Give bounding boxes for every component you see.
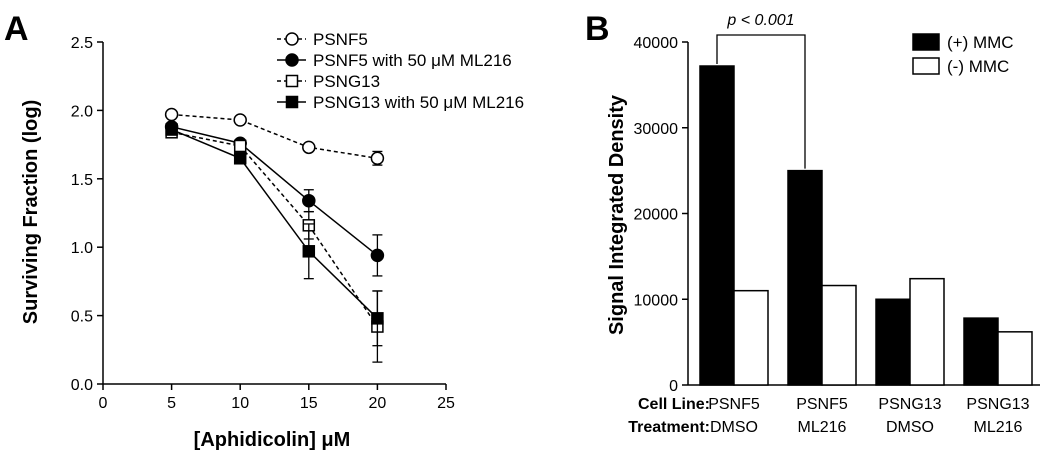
panel-label-b: B (585, 10, 610, 48)
bar-group (963, 317, 1033, 386)
y-axis-title: Surviving Fraction (log) (20, 100, 42, 324)
legend-label: PSNF5 (313, 30, 368, 49)
category-cell-line: PSNF5 (796, 396, 848, 413)
y-tick-label: 1.0 (71, 240, 93, 257)
legend-label: (-) MMC (947, 57, 1009, 76)
data-point (302, 245, 316, 258)
data-point (233, 139, 247, 153)
significance-bracket (716, 34, 806, 169)
legend-marker (285, 53, 299, 67)
x-tick-label: 15 (300, 395, 318, 412)
bar (821, 284, 857, 386)
legend-label: PSNG13 with 50 μM ML216 (313, 93, 524, 112)
line-chart-series (164, 107, 385, 363)
series-line (171, 131, 379, 327)
legend-label: PSNF5 with 50 μM ML216 (313, 51, 512, 70)
row-label-treatment: Treatment: (628, 419, 710, 436)
bar-group (699, 65, 769, 386)
data-point (164, 107, 179, 122)
data-point (371, 312, 384, 325)
legend-swatch (912, 57, 940, 75)
bar-chart-bars (699, 65, 1033, 386)
category-treatment: ML216 (798, 419, 847, 436)
category-labels: Cell Line: Treatment: PSNF5 DMSO PSNF5 ML216 P… (628, 396, 1029, 436)
panel-label-a: A (4, 10, 29, 48)
x-tick-label: 25 (437, 395, 455, 412)
y-tick-label: 2.0 (71, 103, 93, 120)
series-1 (164, 120, 385, 277)
bar (733, 289, 769, 386)
line-chart-axes: 0 5 10 15 20 25 0.0 0.5 1.0 1.5 2.0 2.5 (71, 35, 455, 412)
bar (787, 169, 823, 386)
x-tick-label: 0 (99, 395, 108, 412)
series-line (171, 128, 378, 319)
y-tick-label: 0.5 (71, 309, 93, 326)
series-line (171, 126, 378, 256)
bar (909, 277, 945, 386)
data-point (233, 152, 247, 165)
category-cell-line: PSNG13 (878, 396, 941, 413)
bar (875, 298, 911, 386)
y-tick-label: 30000 (634, 121, 679, 138)
y-axis-title-b: Signal Integrated Density (606, 94, 628, 335)
series-2 (165, 126, 384, 363)
data-point (302, 140, 316, 155)
legend-label: (+) MMC (947, 33, 1014, 52)
y-tick-label: 0.0 (71, 377, 93, 394)
p-value-label: p < 0.001 (726, 12, 794, 29)
bar (997, 331, 1033, 386)
data-point (370, 248, 385, 263)
category-cell-line: PSNG13 (966, 396, 1029, 413)
y-tick-label: 20000 (634, 207, 679, 224)
category-treatment: ML216 (974, 419, 1023, 436)
x-tick-label: 10 (231, 395, 249, 412)
data-point (165, 123, 178, 136)
series-0 (164, 107, 385, 166)
data-point (233, 113, 247, 127)
bar-group (875, 277, 945, 386)
category-cell-line: PSNF5 (708, 396, 760, 413)
series-3 (165, 123, 384, 347)
legend-swatch (912, 33, 940, 51)
data-point (370, 151, 385, 166)
data-point (302, 193, 316, 208)
x-tick-label: 5 (167, 395, 176, 412)
series-line (171, 113, 378, 160)
legend-label: PSNG13 (313, 72, 380, 91)
legend-marker (285, 74, 299, 88)
y-tick-label: 0 (669, 378, 678, 395)
significance-annotation: p < 0.001 (716, 12, 806, 169)
bar (963, 317, 999, 386)
row-label-cell-line: Cell Line: (638, 396, 710, 413)
bar (699, 65, 735, 386)
bar-chart-legend: (+) MMC (-) MMC (912, 33, 1014, 76)
bar-group (787, 169, 857, 386)
line-chart-legend: PSNF5 PSNF5 with 50 μM ML216 PSNG13 PSNG13 … (277, 30, 524, 112)
legend-marker (285, 95, 299, 109)
x-axis-title: [Aphidicolin] μM (194, 429, 351, 451)
category-treatment: DMSO (710, 419, 758, 436)
y-tick-label: 1.5 (71, 172, 93, 189)
category-treatment: DMSO (886, 419, 934, 436)
x-tick-label: 20 (369, 395, 387, 412)
y-tick-label: 10000 (634, 292, 679, 309)
y-tick-label: 2.5 (71, 35, 93, 52)
line-chart: 0 5 10 15 20 25 0.0 0.5 1.0 1.5 2.0 2.5 PSNF5 PSNF5 … (20, 30, 524, 451)
legend-marker (285, 32, 299, 46)
y-tick-label: 40000 (634, 35, 679, 52)
